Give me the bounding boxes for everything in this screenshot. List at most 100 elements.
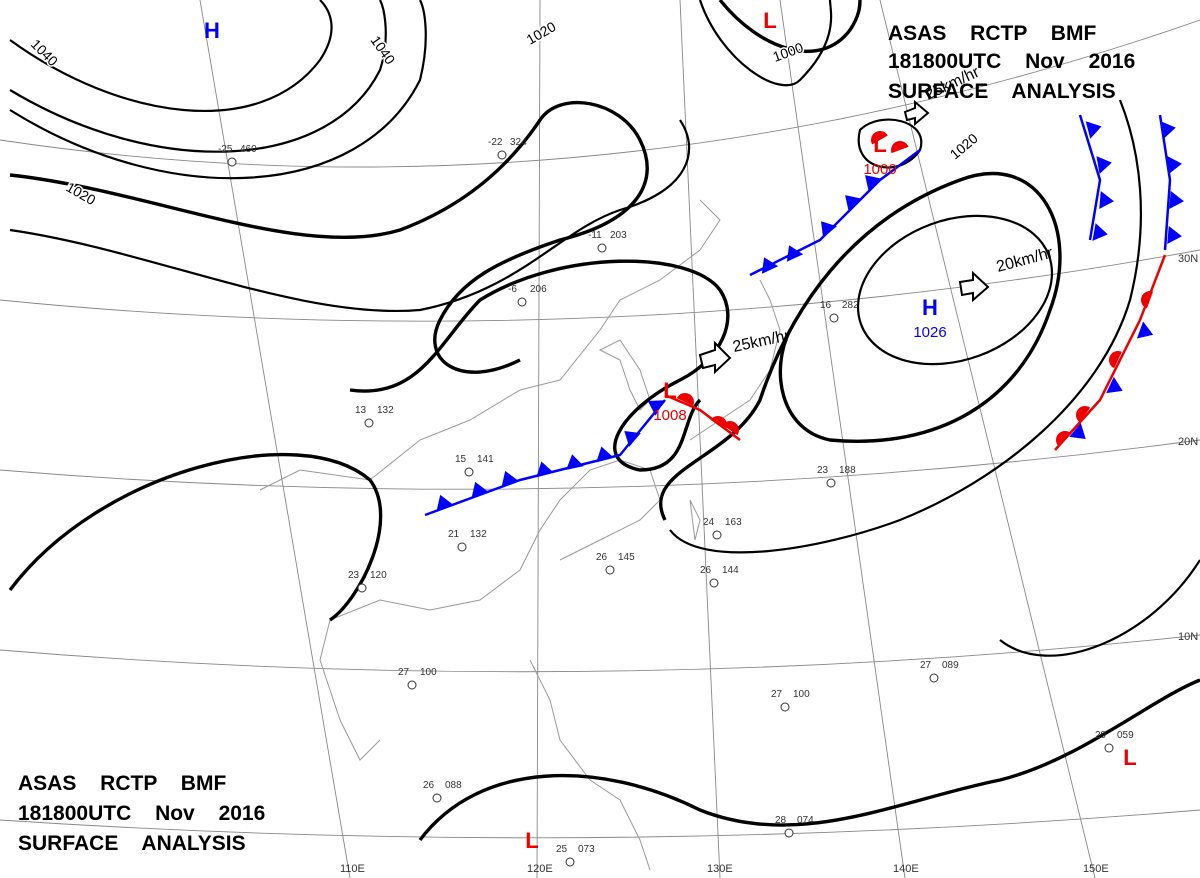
cold-front — [1078, 114, 1102, 241]
front-semicircle — [1056, 431, 1072, 447]
front-semicircle — [722, 421, 739, 436]
header-line: ASAS RCTP BMF — [18, 772, 226, 795]
center-symbol: L — [763, 8, 776, 33]
center-symbol: H — [204, 18, 220, 43]
longitude-label: 130E — [707, 863, 733, 875]
center-symbol: H — [922, 295, 938, 320]
isobars — [8, 0, 1200, 842]
meridian — [679, 0, 721, 878]
isobar — [999, 559, 1200, 657]
parallel — [0, 19, 1200, 168]
header-line: SURFACE ANALYSIS — [18, 832, 246, 855]
meridian — [879, 0, 1096, 878]
station-temp: 27 — [920, 660, 932, 671]
station-pressure: 203 — [610, 230, 627, 241]
front-triangle — [436, 494, 454, 512]
station-marker — [407, 680, 417, 690]
station-temp: 27 — [398, 667, 410, 678]
station-marker — [826, 478, 836, 488]
station-pressure: 132 — [470, 529, 487, 540]
stationary-front — [1054, 254, 1167, 451]
motion-arrow — [903, 99, 930, 127]
motion-arrow — [698, 340, 732, 375]
station-marker — [432, 793, 442, 803]
meridian — [779, 0, 906, 878]
station-pressure: 059 — [1117, 730, 1134, 741]
station-temp: -6 — [508, 284, 517, 295]
station-marker — [357, 583, 367, 593]
station-marker — [784, 828, 794, 838]
station-marker — [605, 565, 615, 575]
latitude-label: 10N — [1178, 631, 1198, 643]
coast — [598, 339, 651, 411]
station-temp: 28 — [775, 815, 787, 826]
front-semicircle — [1076, 406, 1091, 423]
isobar — [9, 0, 333, 112]
header-line: ASAS RCTP BMF — [888, 22, 1096, 45]
motion-arrow — [958, 270, 990, 303]
isobar — [9, 0, 427, 180]
station-pressure: 089 — [942, 660, 959, 671]
parallel — [0, 809, 1200, 839]
front-triangle — [501, 470, 519, 488]
coast — [529, 659, 651, 871]
station-marker — [464, 467, 474, 477]
station-pressure: 132 — [377, 405, 394, 416]
station-marker — [929, 673, 939, 683]
front-triangle — [566, 454, 584, 470]
front-triangle — [1167, 156, 1182, 174]
station-pressure: 163 — [725, 517, 742, 528]
isobar — [349, 259, 730, 472]
front-semicircle — [676, 393, 694, 406]
station-temp: 13 — [355, 405, 367, 416]
latitude-label: 20N — [1178, 436, 1198, 448]
coast — [319, 459, 661, 761]
station-marker — [565, 857, 575, 867]
front-triangle — [596, 446, 614, 463]
station-pressure: 144 — [722, 565, 739, 576]
isobar — [9, 119, 691, 312]
front-semicircle — [871, 131, 888, 145]
header-line: SURFACE ANALYSIS — [888, 80, 1116, 103]
front-triangle — [1160, 121, 1176, 139]
station-marker — [829, 313, 839, 323]
station-temp: 25 — [556, 844, 568, 855]
isobar — [856, 214, 1054, 366]
station-pressure: 324 — [510, 137, 527, 148]
front-triangle — [1096, 156, 1112, 174]
station-marker — [497, 150, 507, 160]
center-pressure: 1000 — [863, 161, 896, 178]
station-pressure: 141 — [477, 454, 494, 465]
longitude-label: 120E — [527, 863, 553, 875]
front-triangle — [1169, 191, 1184, 209]
station-temp: 26 — [423, 780, 435, 791]
front-triangle — [536, 461, 554, 478]
front-triangle — [786, 245, 804, 262]
longitude-label: 150E — [1083, 863, 1109, 875]
station-pressure: 073 — [578, 844, 595, 855]
station-temp: -25 — [218, 144, 233, 155]
station-pressure: 282 — [842, 300, 859, 311]
station-temp: 29 — [1095, 730, 1107, 741]
isobar — [418, 678, 1200, 842]
front-triangle — [624, 431, 641, 447]
center-symbol: L — [525, 828, 538, 853]
meridian — [536, 0, 541, 878]
station-temp: 23 — [348, 570, 360, 581]
front-triangle — [1092, 223, 1108, 241]
front-semicircle — [891, 141, 909, 154]
meridian — [199, 0, 351, 878]
latitude-label: 30N — [1178, 253, 1198, 265]
station-marker — [780, 702, 790, 712]
station-marker — [709, 578, 719, 588]
front-semicircle — [710, 416, 727, 431]
station-temp: -11 — [588, 230, 602, 241]
warm-front — [664, 393, 741, 441]
front-triangle — [1106, 376, 1123, 394]
front-triangle — [761, 257, 779, 274]
longitude-label: 140E — [893, 863, 919, 875]
station-temp: 23 — [817, 465, 829, 476]
isobar — [9, 0, 387, 153]
